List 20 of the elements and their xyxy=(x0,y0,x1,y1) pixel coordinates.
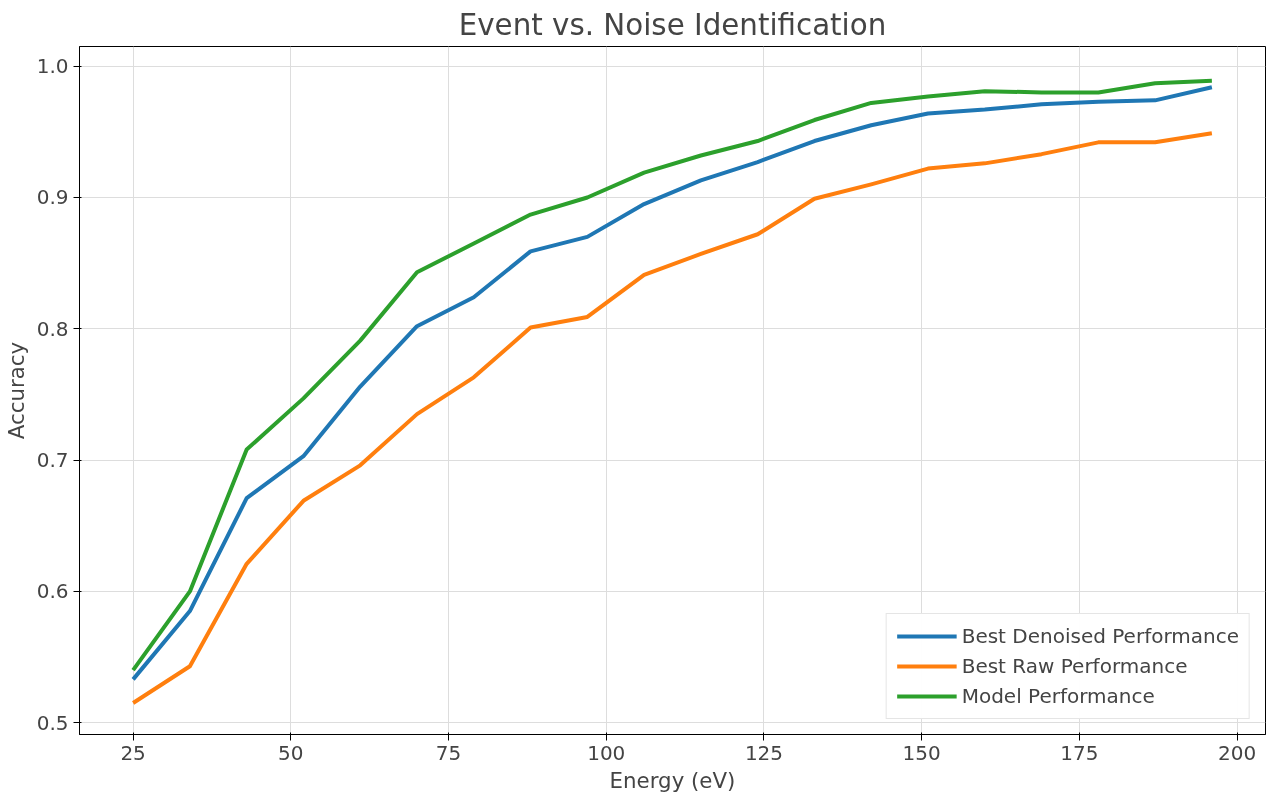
legend-label: Best Raw Performance xyxy=(961,654,1188,678)
x-tick-label: 100 xyxy=(587,740,626,765)
chart-title: Event vs. Noise Identification xyxy=(458,7,887,42)
x-tick-label: 25 xyxy=(120,740,146,765)
x-tick-label: 50 xyxy=(278,740,304,765)
x-axis-title: Energy (eV) xyxy=(609,767,736,793)
legend-label: Model Performance xyxy=(961,684,1155,708)
y-tick-label: 1.0 xyxy=(36,54,69,79)
y-tick-label: 0.8 xyxy=(36,316,69,341)
y-tick-label: 0.7 xyxy=(36,448,69,473)
x-tick-label: 125 xyxy=(744,740,784,765)
y-axis-title: Accuracy xyxy=(3,341,29,440)
x-tick-label: 75 xyxy=(435,740,462,765)
x-tick-label: 200 xyxy=(1218,740,1257,765)
y-tick-label: 0.5 xyxy=(36,710,69,735)
y-tick-label: 0.6 xyxy=(36,579,69,604)
x-tick-label: 175 xyxy=(1060,740,1099,765)
x-tick-label: 150 xyxy=(902,740,941,765)
legend-label: Best Denoised Performance xyxy=(961,624,1239,648)
y-tick-label: 0.9 xyxy=(36,185,69,210)
